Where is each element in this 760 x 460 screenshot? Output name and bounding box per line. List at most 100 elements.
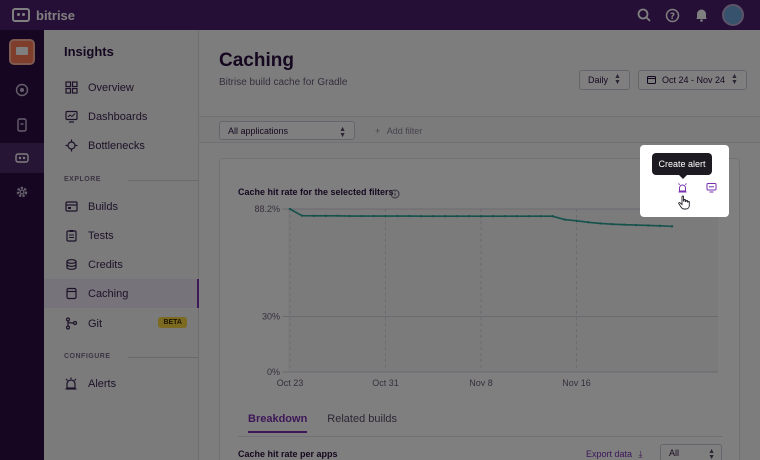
data-point	[420, 215, 423, 218]
data-point	[623, 223, 626, 226]
nav-item-builds[interactable]: Builds	[44, 192, 199, 221]
data-point	[658, 224, 662, 228]
nav-item-label: Git	[88, 317, 103, 330]
beta-badge: BETA	[158, 317, 187, 328]
data-point	[599, 222, 602, 225]
add-filter-button[interactable]: + Add filter	[375, 126, 422, 136]
add-filter-label: Add filter	[386, 126, 423, 136]
page-title: Caching	[219, 50, 294, 71]
data-point	[432, 215, 435, 218]
nav-item-label: Bottlenecks	[88, 139, 145, 152]
export-data-link[interactable]: Export data ⤓	[586, 449, 643, 460]
y-tick-label: 88.2%	[254, 204, 280, 214]
svg-text:?: ?	[670, 12, 675, 22]
y-tick-label: 0%	[267, 367, 280, 377]
x-tick-label: Nov 8	[469, 378, 493, 388]
nav-item-label: Builds	[88, 200, 118, 213]
bell-icon[interactable]	[693, 7, 710, 24]
data-point	[479, 215, 483, 218]
bug-icon	[64, 139, 78, 153]
per-apps-select-value: All	[669, 448, 680, 458]
calendar-icon	[647, 75, 656, 86]
date-range-value: Oct 24 - Nov 24	[662, 75, 726, 85]
cache-rail-icon[interactable]	[0, 143, 44, 173]
data-point	[336, 214, 339, 218]
brand-name: bitrise	[36, 7, 76, 23]
alarm-icon	[677, 180, 688, 198]
nav-item-label: Credits	[88, 258, 123, 271]
data-point	[300, 214, 304, 217]
top-bar: bitrise ?	[0, 0, 760, 30]
data-point	[634, 223, 638, 227]
chevron-updown-icon: ▲ ▼	[614, 73, 621, 86]
x-tick-label: Nov 16	[562, 378, 591, 388]
breakdown-tabs: Breakdown Related builds	[248, 413, 397, 433]
data-point	[587, 221, 590, 224]
git-icon	[64, 317, 78, 331]
insights-nav: Insights Overview Dashboards Bottlenecks…	[44, 30, 226, 460]
data-point	[384, 214, 387, 218]
date-range-select[interactable]: Oct 24 - Nov 24 ▲ ▼	[638, 70, 747, 90]
builds-icon	[64, 200, 78, 214]
nav-item-label: Dashboards	[88, 110, 148, 123]
data-point	[515, 215, 519, 218]
create-alert-button[interactable]	[674, 181, 690, 197]
data-point	[360, 214, 363, 218]
nav-item-label: Caching	[88, 287, 129, 300]
data-point	[551, 215, 554, 218]
app-filter-value: All applications	[228, 125, 289, 136]
data-point	[396, 214, 399, 218]
interval-value: Daily	[588, 75, 609, 85]
data-point	[527, 215, 530, 218]
cache-icon	[64, 287, 78, 301]
nav-item-alerts[interactable]: Alerts	[44, 369, 199, 398]
nav-item-label: Tests	[88, 229, 114, 242]
data-point	[611, 222, 614, 226]
settings-rail-icon[interactable]	[0, 177, 44, 207]
brand[interactable]: bitrise	[12, 8, 75, 23]
tab-breakdown[interactable]: Breakdown	[248, 413, 308, 433]
nav-item-dashboards[interactable]: Dashboards	[44, 102, 199, 131]
nav-item-bottlenecks[interactable]: Bottlenecks	[44, 131, 199, 160]
y-tick-label: 30%	[262, 312, 280, 322]
nav-item-credits[interactable]: Credits	[44, 250, 199, 279]
monitor-icon	[64, 110, 78, 124]
interval-select[interactable]: Daily ▲ ▼	[579, 70, 630, 90]
add-to-dashboard-button[interactable]	[703, 181, 719, 197]
main-content: Caching Bitrise build cache for Gradle D…	[199, 30, 760, 460]
export-data-label: Export data	[586, 449, 633, 459]
coins-icon	[64, 258, 78, 272]
nav-item-tests[interactable]: Tests	[44, 221, 199, 250]
chevron-updown-icon: ▲ ▼	[731, 73, 738, 86]
tab-related-builds[interactable]: Related builds	[327, 413, 398, 425]
data-point	[575, 219, 578, 223]
nav-section-configure: CONFIGURE	[64, 353, 111, 360]
divider	[238, 436, 723, 437]
nav-title: Insights	[64, 44, 114, 59]
plus-icon: +	[375, 126, 381, 136]
search-icon[interactable]	[635, 7, 652, 24]
data-point	[324, 214, 328, 218]
nav-item-caching[interactable]: Caching	[44, 279, 199, 308]
help-icon[interactable]: ?	[664, 7, 681, 24]
page-subtitle: Bitrise build cache for Gradle	[219, 77, 348, 88]
x-tick-label: Oct 23	[277, 378, 304, 388]
bitrise-logo-icon	[12, 8, 30, 22]
workspace-logo-icon[interactable]	[9, 39, 35, 65]
avatar[interactable]	[722, 4, 744, 26]
per-apps-select[interactable]: All ▲ ▼	[660, 444, 722, 460]
nav-section-explore: EXPLORE	[64, 176, 101, 183]
device-rail-icon[interactable]	[0, 110, 44, 140]
nav-item-overview[interactable]: Overview	[44, 73, 199, 102]
data-point	[646, 224, 650, 227]
tooltip-label: Create alert	[658, 159, 706, 169]
create-alert-tooltip: Create alert	[652, 153, 712, 179]
chevron-updown-icon: ▲ ▼	[708, 448, 715, 460]
app-filter-select[interactable]: All applications ▲ ▼	[219, 121, 355, 140]
data-point	[670, 225, 674, 228]
filter-bar: All applications ▲ ▼ + Add filter	[199, 116, 760, 143]
data-point	[443, 215, 447, 218]
data-point	[372, 214, 375, 218]
insights-rail-icon[interactable]	[0, 75, 44, 105]
nav-item-git[interactable]: Git BETA	[44, 309, 199, 338]
